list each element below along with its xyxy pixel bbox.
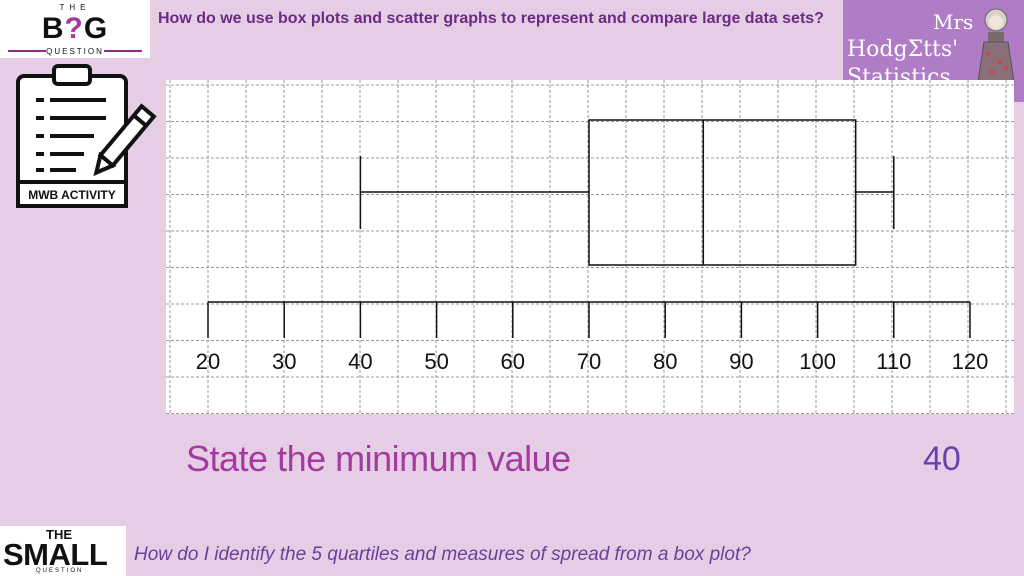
small-question-logo: THE SMALL QUESTION [0, 526, 126, 576]
page-title: How do we use box plots and scatter grap… [158, 10, 824, 27]
tick-label: 110 [876, 349, 911, 374]
logo-question-text: QUESTION [46, 47, 104, 56]
small-logo-question: QUESTION [36, 568, 84, 574]
small-question-text: How do I identify the 5 quartiles and me… [134, 544, 751, 565]
box-plot-chart: 20 30 40 50 60 70 80 90 100 110 120 [166, 80, 1014, 414]
logo-big-text: B?G [0, 12, 150, 46]
tick-label: 90 [729, 349, 753, 374]
tick-label: 60 [501, 349, 525, 374]
character-illustration-icon [977, 8, 1015, 98]
tick-label: 50 [424, 349, 448, 374]
tick-label: 30 [272, 349, 296, 374]
logo-the-text: THE [59, 3, 91, 12]
tick-label: 70 [577, 349, 601, 374]
logo-bar-right [104, 50, 142, 52]
brand-line-2: HodgΣtts' [847, 37, 959, 62]
answer-value: 40 [923, 440, 961, 478]
mwb-activity-icon: MWB ACTIVITY [14, 62, 158, 212]
logo-question-mark: ? [64, 12, 84, 45]
box-plot-svg: 20 30 40 50 60 70 80 90 100 110 120 [166, 80, 1014, 414]
logo-bar-left [8, 50, 46, 52]
tick-label: 120 [952, 349, 989, 374]
logo-letter-g: G [83, 12, 109, 45]
question-text: State the minimum value [186, 438, 571, 479]
small-logo-main: SMALL [3, 537, 108, 572]
tick-label: 80 [653, 349, 677, 374]
small-logo-the: THE [46, 527, 72, 542]
big-question-logo: THE B?G QUESTION [0, 0, 150, 58]
brand-line-1: Mrs [933, 10, 974, 34]
tick-label: 100 [799, 349, 836, 374]
logo-letter-b: B [41, 12, 65, 45]
tick-label: 40 [348, 349, 372, 374]
tick-label: 20 [196, 349, 220, 374]
mwb-activity-label: MWB ACTIVITY [28, 188, 116, 202]
